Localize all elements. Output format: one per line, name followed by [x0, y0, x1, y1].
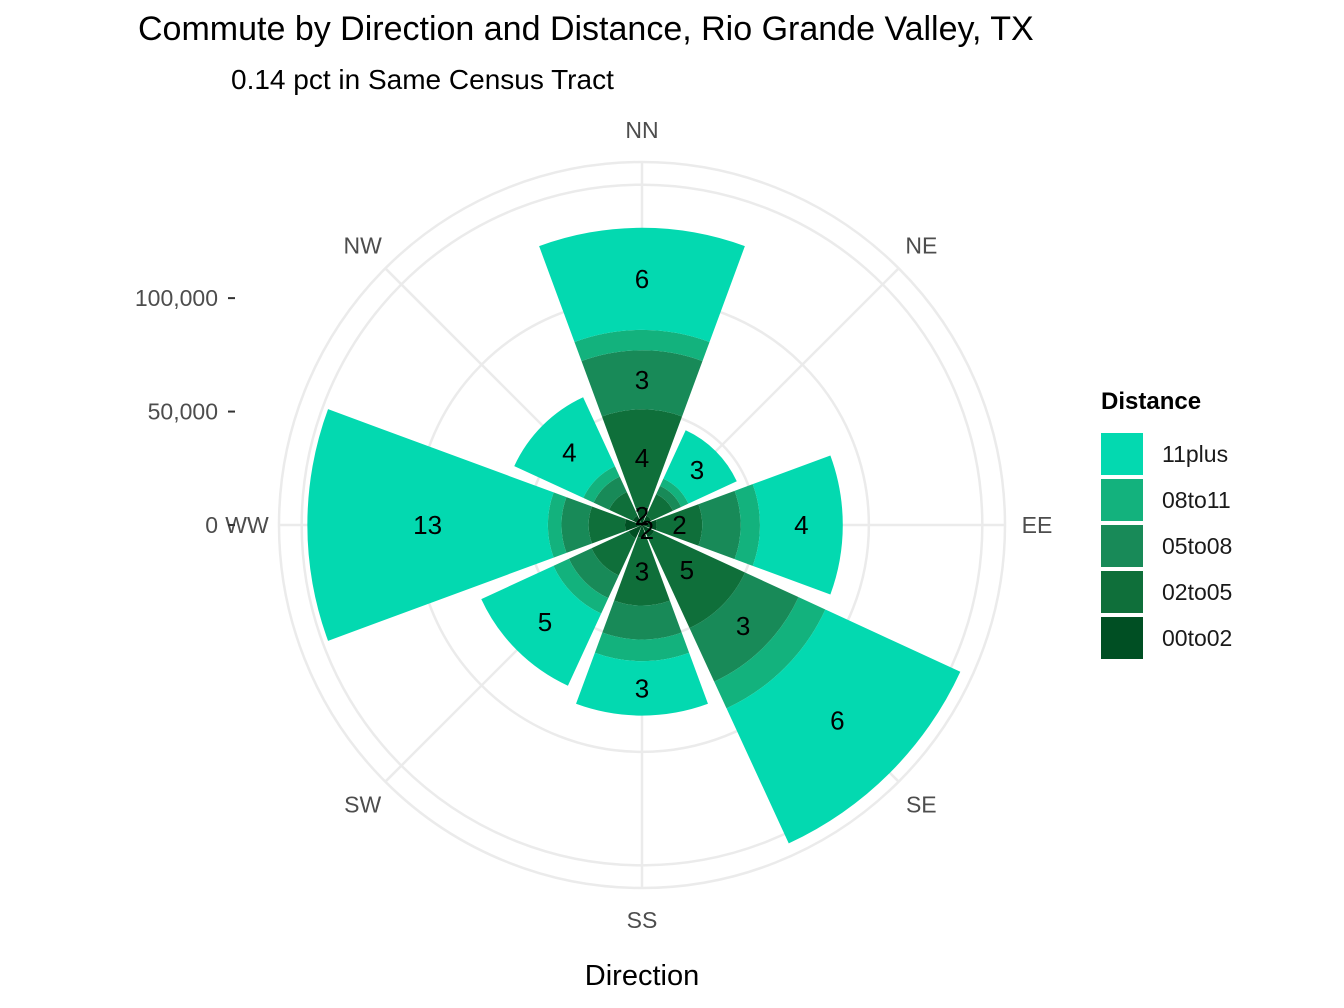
bar-label-ee-02to05: 2: [672, 510, 686, 540]
bar-label-se-11plus: 6: [830, 705, 844, 735]
bar-label-nn-00to02: 2: [635, 501, 649, 531]
bar-ne-08to11: [660, 478, 689, 507]
bar-label-sw-11plus: 5: [538, 607, 552, 637]
bar-ee-11plus: [752, 455, 843, 595]
bar-nn-00to02: [635, 506, 649, 525]
bar-nw-05to08: [593, 476, 627, 510]
bar-label-nn-11plus: 6: [635, 264, 649, 294]
legend-items: 11plus 08to11 05to08 02to05 00to02: [1101, 431, 1232, 661]
direction-label-sw: SW: [344, 791, 381, 817]
bar-nw-11plus: [514, 397, 615, 498]
legend-item-08to11: 08to11: [1101, 477, 1232, 523]
chart-title: Commute by Direction and Distance, Rio G…: [138, 10, 1034, 48]
bar-ww-02to05: [588, 506, 627, 544]
bar-label-ee-11plus: 4: [794, 510, 808, 540]
bar-se-05to08: [689, 572, 799, 682]
legend-swatch-11plus: [1101, 433, 1143, 475]
bar-se-00to02: [642, 525, 655, 538]
bar-nn-02to05: [601, 409, 683, 508]
bar-sw-11plus: [481, 565, 602, 686]
legend-label-11plus: 11plus: [1162, 440, 1229, 467]
bar-ne-05to08: [656, 485, 682, 511]
bar-ne-02to05: [646, 494, 673, 521]
bar-ee-02to05: [655, 504, 703, 546]
bar-label-nn-05to08: 3: [635, 365, 649, 395]
bar-label-nn-02to05: 4: [635, 443, 649, 473]
bar-ss-11plus: [576, 652, 708, 716]
legend-label-08to11: 08to11: [1162, 486, 1231, 513]
bar-label-se-00to02: 2: [640, 515, 654, 545]
legend-label-05to08: 05to08: [1162, 532, 1233, 559]
r-tick-label-0: 0: [205, 512, 218, 538]
bar-se-11plus: [726, 609, 961, 844]
bar-ee-05to08: [698, 490, 741, 560]
legend-label-02to05: 02to05: [1162, 578, 1233, 605]
bar-label-se-02to05: 5: [680, 555, 694, 585]
bar-ww-05to08: [561, 497, 592, 553]
bar-nn-05to08: [581, 350, 703, 417]
bar-nw-08to11: [583, 466, 620, 503]
bar-label-nw-11plus: 4: [562, 437, 576, 467]
bar-label-ne-11plus: 3: [690, 455, 704, 485]
legend-swatch-08to11: [1101, 479, 1143, 521]
bar-ss-02to05: [614, 536, 670, 606]
bar-sw-00to02: [628, 525, 642, 539]
legend-swatch-02to05: [1101, 571, 1143, 613]
direction-label-ne: NE: [905, 233, 937, 259]
bar-se-08to11: [714, 597, 826, 709]
bar-ww-11plus: [307, 409, 554, 641]
bar-ss-00to02: [637, 525, 647, 538]
bar-ww-08to11: [547, 492, 567, 558]
bar-nn-08to11: [574, 329, 710, 362]
bar-ee-08to11: [734, 484, 760, 566]
chart-subtitle: 0.14 pct in Same Census Tract: [231, 64, 614, 95]
bar-nw-02to05: [609, 492, 638, 521]
legend-item-02to05: 02to05: [1101, 569, 1232, 615]
bar-nn-11plus: [539, 227, 745, 342]
legend-label-00to02: 00to02: [1162, 624, 1233, 651]
bar-se-02to05: [647, 530, 746, 629]
bar-nw-00to02: [632, 515, 642, 525]
legend-swatch-00to02: [1101, 617, 1143, 659]
r-tick-label-100000: 100,000: [135, 285, 218, 311]
bar-ee-00to02: [642, 519, 657, 531]
direction-label-ee: EE: [1022, 512, 1053, 538]
bar-label-ww-11plus: 13: [413, 510, 442, 540]
bar-label-ss-02to05: 3: [635, 557, 649, 587]
legend-item-00to02: 00to02: [1101, 615, 1232, 661]
legend-title: Distance: [1101, 388, 1202, 415]
stacked-bars: [307, 227, 961, 844]
r-tick-label-50000: 50,000: [148, 399, 218, 425]
bar-sw-08to11: [553, 558, 609, 614]
legend-swatch-05to08: [1101, 525, 1143, 567]
bar-sw-02to05: [591, 531, 636, 576]
bar-ne-00to02: [642, 515, 652, 525]
direction-label-se: SE: [906, 791, 937, 817]
direction-label-ss: SS: [627, 907, 658, 933]
bar-ss-08to11: [594, 632, 690, 662]
bar-ww-00to02: [624, 519, 642, 531]
bar-ss-05to08: [602, 600, 682, 640]
bar-label-se-05to08: 3: [736, 611, 750, 641]
bar-label-ss-11plus: 3: [635, 673, 649, 703]
legend-item-11plus: 11plus: [1101, 431, 1232, 477]
legend-item-05to08: 05to08: [1101, 523, 1232, 569]
x-axis-title: Direction: [585, 960, 699, 992]
bar-ne-11plus: [663, 430, 737, 504]
bar-sw-05to08: [568, 548, 619, 599]
direction-label-nn: NN: [625, 117, 658, 143]
legend: Distance 11plus 08to11 05to08 02to05 00to02: [1101, 388, 1232, 661]
direction-label-nw: NW: [344, 233, 383, 259]
